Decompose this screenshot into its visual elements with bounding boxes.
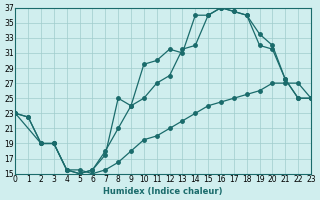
X-axis label: Humidex (Indice chaleur): Humidex (Indice chaleur) <box>103 187 223 196</box>
